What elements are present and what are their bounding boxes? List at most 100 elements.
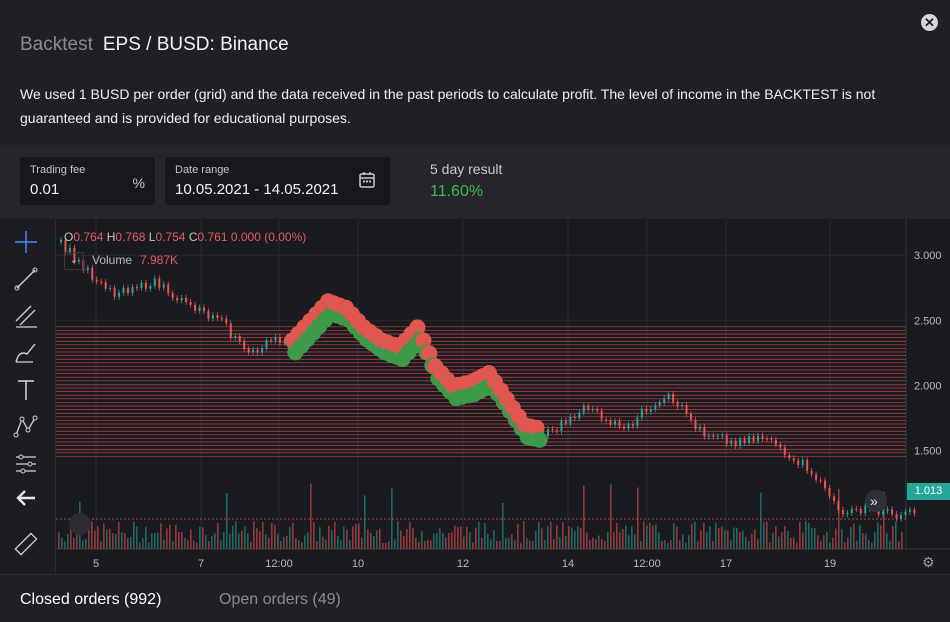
- volume-bar: [598, 535, 600, 549]
- volume-bar: [553, 539, 555, 549]
- volume-bar: [574, 530, 576, 549]
- volume-bar: [169, 524, 171, 549]
- candle-body: [837, 501, 840, 511]
- volume-bar: [448, 532, 450, 549]
- volume-bar: [310, 483, 312, 549]
- volume-bar: [760, 492, 762, 549]
- candle-body: [144, 282, 147, 289]
- brush-icon[interactable]: [13, 340, 39, 366]
- candle-body: [256, 349, 259, 353]
- volume-bar: [67, 533, 69, 549]
- volume-bar: [457, 526, 459, 549]
- low-key: L: [148, 230, 156, 244]
- volume-bar: [382, 542, 384, 549]
- price-chart[interactable]: 5 7 12:00 10 12 14 12:00 17 19 3.000 2.500 2.000 1.5…: [56, 219, 950, 574]
- candle-body: [707, 435, 710, 437]
- volume-bar: [253, 521, 255, 549]
- volume-bar: [892, 526, 894, 549]
- volume-bar: [589, 539, 591, 549]
- date-range-value[interactable]: 10.05.2021 - 14.05.2021: [175, 181, 339, 198]
- volume-bar: [898, 541, 900, 549]
- candle-body: [113, 288, 116, 297]
- candle-body: [555, 429, 558, 432]
- pair-title: EPS / BUSD: Binance: [102, 34, 289, 55]
- volume-bar: [592, 537, 594, 549]
- volume-bar: [751, 534, 753, 549]
- trend-line-icon[interactable]: [13, 266, 39, 292]
- candle-body: [211, 315, 214, 319]
- candle-body: [158, 278, 161, 288]
- chart-canvas[interactable]: 5 7 12:00 10 12 14 12:00 17 19 3.000 2.500 2.000 1.5…: [56, 219, 950, 574]
- volume-bar: [475, 527, 477, 549]
- collapse-chevron-icon[interactable]: ⌄: [64, 252, 84, 270]
- volume-bar: [505, 537, 507, 549]
- fib-tools-icon[interactable]: [13, 303, 39, 329]
- volume-bar: [529, 540, 531, 549]
- volume-bar: [247, 533, 249, 549]
- volume-bar: [124, 533, 126, 549]
- candle-body: [216, 315, 219, 319]
- volume-bar: [109, 528, 111, 549]
- candle-body: [882, 511, 885, 515]
- candle-body: [127, 287, 130, 294]
- volume-bar: [829, 542, 831, 549]
- candle-body: [234, 336, 237, 338]
- date-range-field[interactable]: Date range 10.05.2021 - 14.05.2021: [165, 157, 390, 205]
- volume-bar: [511, 534, 513, 549]
- volume-bar: [844, 542, 846, 549]
- volume-bar: [613, 531, 615, 549]
- trading-fee-value[interactable]: 0.01: [30, 181, 60, 198]
- volume-bar: [430, 540, 432, 549]
- candle-body: [645, 408, 648, 412]
- candle-body: [774, 439, 777, 445]
- volume-bar: [151, 533, 153, 549]
- candle-body: [681, 404, 684, 407]
- volume-bar: [556, 525, 558, 549]
- candle-body: [283, 342, 286, 344]
- volume-bar: [535, 530, 537, 549]
- volume-bar: [763, 522, 765, 549]
- back-arrow-icon[interactable]: [13, 485, 39, 511]
- volume-bar: [343, 526, 345, 549]
- crosshair-icon[interactable]: [13, 229, 39, 255]
- volume-bar: [595, 539, 597, 549]
- candle-body: [895, 514, 898, 519]
- candle-body: [596, 408, 599, 411]
- volume-bar: [397, 521, 399, 549]
- candle-body: [180, 297, 183, 301]
- volume-bar: [256, 528, 258, 549]
- ruler-icon[interactable]: [13, 531, 39, 557]
- candle-body: [189, 301, 192, 305]
- volume-bar: [277, 533, 279, 549]
- volume-bar: [355, 523, 357, 549]
- tab-open-orders[interactable]: Open orders (49): [219, 591, 341, 608]
- volume-bar: [463, 536, 465, 549]
- volume-bar: [478, 521, 480, 549]
- settings-bar: Trading fee 0.01 % Date range 10.05.2021…: [0, 145, 950, 219]
- candle-body: [640, 408, 643, 418]
- trading-fee-field[interactable]: Trading fee 0.01 %: [20, 157, 155, 205]
- volume-bar: [115, 533, 117, 549]
- text-icon[interactable]: [13, 377, 39, 403]
- percent-unit: %: [132, 175, 145, 191]
- volume-bar: [712, 540, 714, 549]
- volume-bar: [199, 526, 201, 549]
- calendar-icon[interactable]: [358, 171, 376, 189]
- candle-body: [135, 286, 138, 289]
- candle-body: [801, 459, 804, 466]
- volume-bar: [820, 540, 822, 549]
- volume-bar: [400, 530, 402, 549]
- candle-body: [698, 427, 701, 430]
- volume-bar: [796, 542, 798, 549]
- volume-bar: [187, 539, 189, 549]
- volume-bar: [622, 528, 624, 549]
- volume-bar: [466, 527, 468, 549]
- measure-icon[interactable]: [13, 451, 39, 477]
- close-icon[interactable]: ✕: [921, 14, 938, 31]
- x-tick-label: 7: [198, 558, 204, 570]
- volume-bar: [559, 537, 561, 549]
- tab-closed-orders[interactable]: Closed orders (992): [20, 591, 162, 608]
- volume-bar: [421, 531, 423, 549]
- pattern-icon[interactable]: [13, 414, 39, 440]
- volume-bar: [694, 521, 696, 549]
